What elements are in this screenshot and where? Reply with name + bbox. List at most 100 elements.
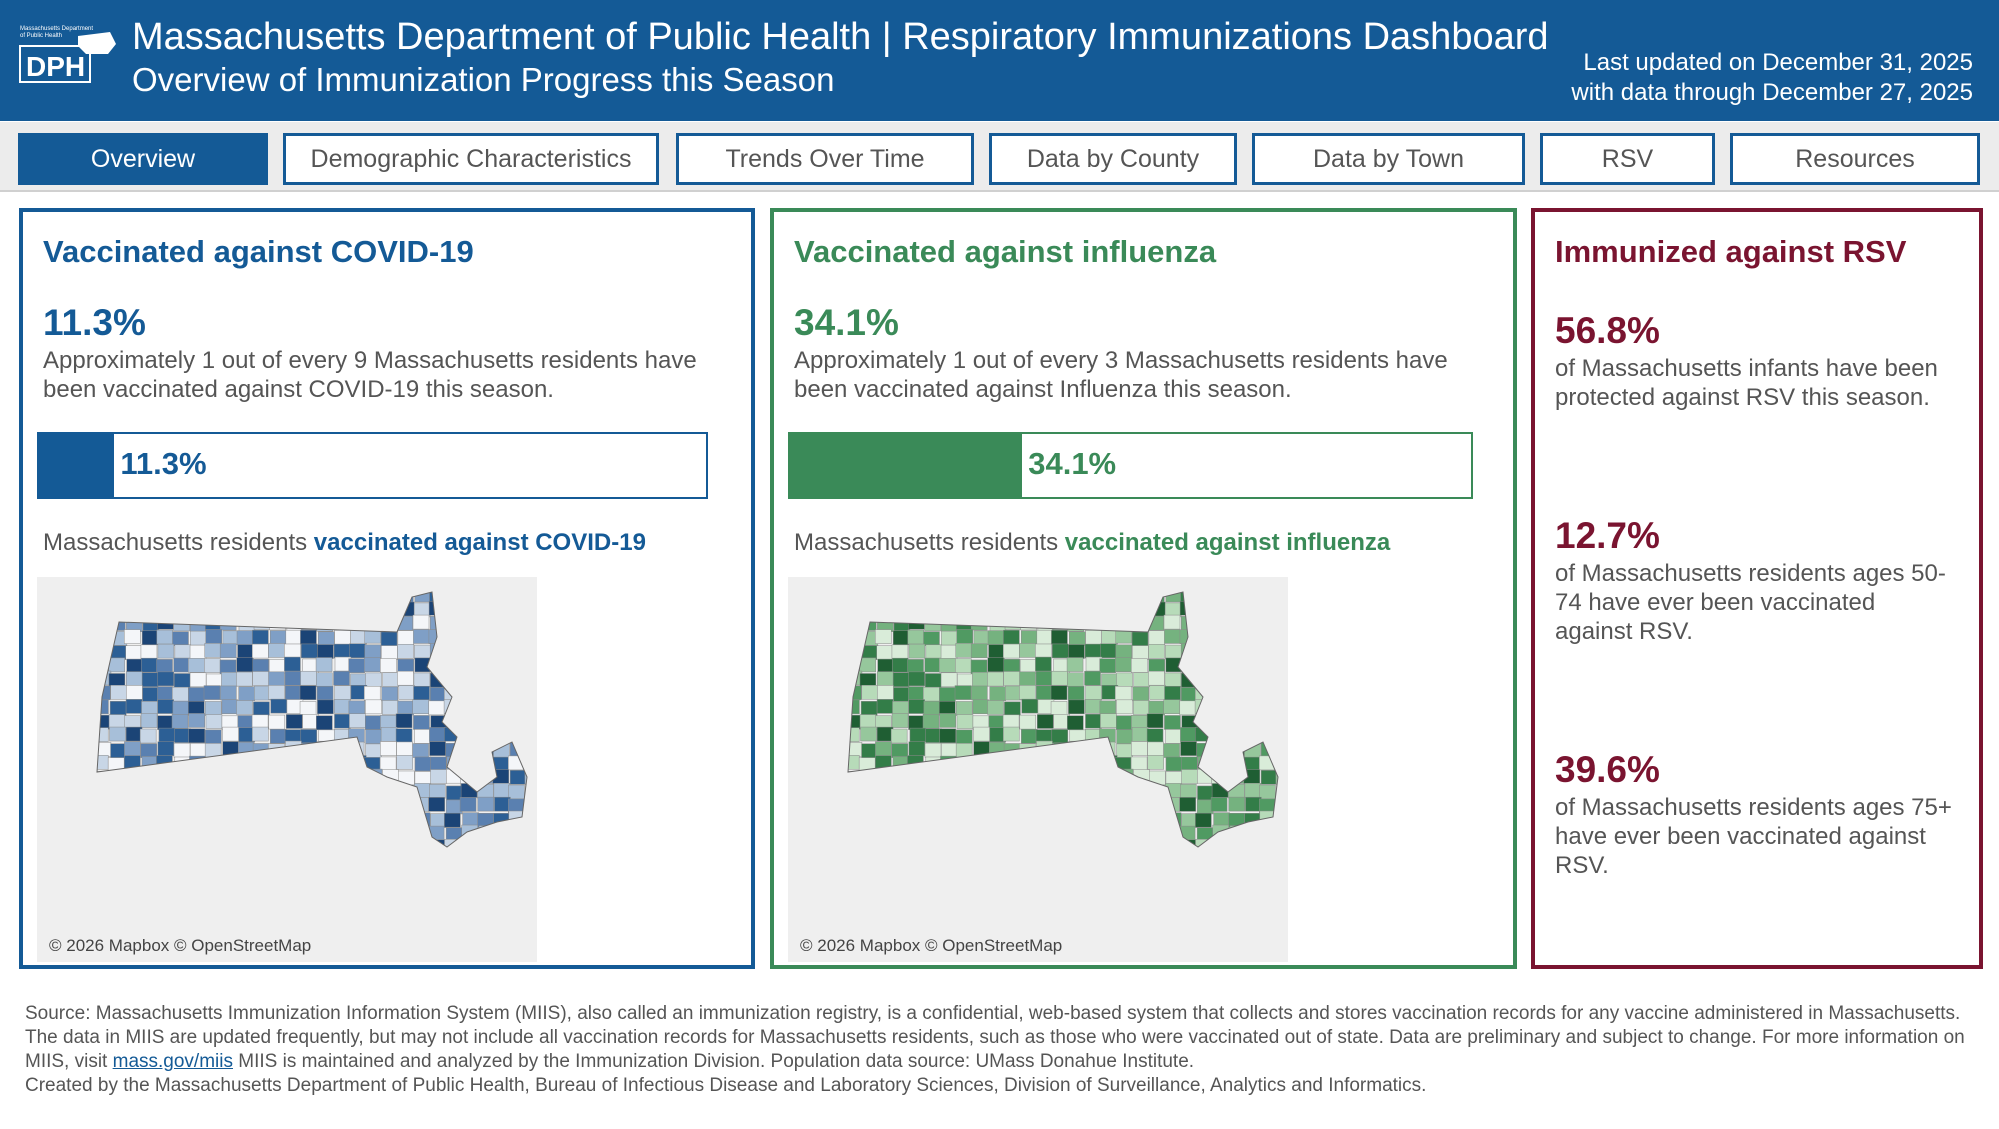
town-shape[interactable]	[1211, 589, 1228, 604]
town-shape[interactable]	[1132, 587, 1149, 602]
town-shape[interactable]	[1118, 854, 1134, 868]
town-shape[interactable]	[508, 629, 525, 645]
town-shape[interactable]	[1036, 855, 1052, 869]
town-shape[interactable]	[1051, 643, 1069, 659]
town-shape[interactable]	[1085, 755, 1102, 771]
town-shape[interactable]	[1019, 714, 1037, 730]
town-shape[interactable]	[123, 826, 141, 841]
town-shape[interactable]	[1227, 756, 1244, 772]
town-shape[interactable]	[364, 783, 381, 799]
town-shape[interactable]	[253, 798, 271, 813]
town-shape[interactable]	[1245, 602, 1262, 617]
town-shape[interactable]	[1147, 755, 1164, 770]
town-shape[interactable]	[1226, 630, 1244, 645]
town-shape[interactable]	[157, 686, 174, 701]
town-shape[interactable]	[1180, 658, 1198, 674]
town-shape[interactable]	[252, 769, 269, 785]
town-shape[interactable]	[348, 658, 365, 673]
town-shape[interactable]	[1085, 839, 1102, 854]
town-shape[interactable]	[1115, 602, 1132, 617]
town-shape[interactable]	[300, 797, 318, 812]
town-shape[interactable]	[954, 590, 972, 605]
town-shape[interactable]	[508, 603, 525, 618]
town-shape[interactable]	[526, 853, 537, 867]
town-shape[interactable]	[508, 672, 525, 688]
town-shape[interactable]	[1195, 839, 1212, 853]
town-shape[interactable]	[1101, 853, 1117, 867]
town-shape[interactable]	[237, 715, 255, 730]
town-shape[interactable]	[1244, 853, 1260, 867]
town-shape[interactable]	[397, 670, 414, 686]
town-shape[interactable]	[1213, 812, 1230, 827]
town-shape[interactable]	[510, 714, 527, 730]
town-shape[interactable]	[526, 742, 537, 757]
town-shape[interactable]	[1036, 740, 1053, 756]
town-shape[interactable]	[845, 811, 862, 826]
town-shape[interactable]	[1149, 685, 1167, 700]
town-shape[interactable]	[494, 602, 511, 617]
town-shape[interactable]	[1130, 756, 1148, 772]
town-shape[interactable]	[1259, 826, 1277, 841]
town-shape[interactable]	[446, 615, 463, 630]
town-shape[interactable]	[1180, 756, 1198, 772]
town-shape[interactable]	[844, 617, 861, 633]
town-shape[interactable]	[1085, 630, 1102, 645]
town-shape[interactable]	[859, 657, 876, 673]
town-shape[interactable]	[860, 855, 876, 869]
town-shape[interactable]	[1259, 629, 1276, 645]
town-shape[interactable]	[315, 810, 333, 826]
town-shape[interactable]	[268, 643, 285, 658]
town-shape[interactable]	[941, 630, 958, 646]
town-shape[interactable]	[1195, 853, 1211, 867]
town-shape[interactable]	[459, 797, 477, 812]
town-shape[interactable]	[236, 671, 253, 687]
town-shape[interactable]	[253, 588, 271, 603]
town-shape[interactable]	[190, 743, 207, 758]
town-shape[interactable]	[1276, 631, 1288, 647]
town-shape[interactable]	[315, 657, 333, 672]
town-shape[interactable]	[508, 826, 526, 841]
town-shape[interactable]	[333, 643, 351, 659]
town-shape[interactable]	[1116, 825, 1134, 841]
town-shape[interactable]	[156, 629, 174, 645]
town-shape[interactable]	[1085, 616, 1102, 632]
town-shape[interactable]	[1164, 672, 1182, 688]
town-shape[interactable]	[494, 684, 511, 700]
town-shape[interactable]	[846, 841, 862, 856]
town-shape[interactable]	[316, 601, 333, 617]
town-shape[interactable]	[923, 686, 940, 702]
town-shape[interactable]	[1163, 699, 1180, 714]
town-shape[interactable]	[316, 769, 333, 784]
town-shape[interactable]	[1051, 670, 1068, 686]
town-shape[interactable]	[1179, 797, 1196, 812]
town-shape[interactable]	[219, 643, 237, 659]
town-shape[interactable]	[924, 856, 940, 870]
town-shape[interactable]	[365, 825, 383, 841]
town-shape[interactable]	[1227, 727, 1245, 742]
town-shape[interactable]	[1276, 615, 1288, 630]
town-shape[interactable]	[989, 686, 1006, 701]
town-shape[interactable]	[1197, 715, 1214, 730]
town-shape[interactable]	[1021, 855, 1037, 869]
town-shape[interactable]	[204, 643, 221, 658]
town-shape[interactable]	[124, 741, 141, 756]
town-shape[interactable]	[125, 855, 141, 869]
town-shape[interactable]	[412, 614, 430, 630]
town-shape[interactable]	[349, 601, 367, 616]
town-shape[interactable]	[252, 853, 268, 867]
town-shape[interactable]	[92, 771, 109, 786]
town-shape[interactable]	[493, 783, 511, 798]
town-shape[interactable]	[125, 726, 143, 742]
town-shape[interactable]	[237, 799, 255, 814]
town-shape[interactable]	[316, 798, 333, 814]
town-shape[interactable]	[1259, 784, 1276, 800]
town-shape[interactable]	[989, 757, 1006, 773]
town-shape[interactable]	[1068, 644, 1085, 659]
town-shape[interactable]	[331, 825, 349, 841]
town-shape[interactable]	[446, 642, 463, 658]
town-shape[interactable]	[1147, 811, 1164, 827]
town-shape[interactable]	[971, 770, 988, 785]
town-shape[interactable]	[939, 797, 957, 813]
town-shape[interactable]	[875, 841, 892, 856]
town-shape[interactable]	[140, 743, 158, 758]
